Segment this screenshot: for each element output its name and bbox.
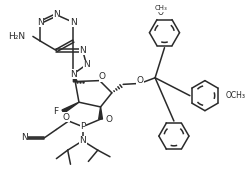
Text: N: N <box>70 70 77 79</box>
Polygon shape <box>62 102 79 113</box>
Text: H₂N: H₂N <box>8 32 25 41</box>
Text: N: N <box>83 60 90 69</box>
Text: N: N <box>37 18 44 27</box>
Text: N: N <box>79 136 86 145</box>
Text: O: O <box>158 8 164 17</box>
Text: CH₃: CH₃ <box>154 5 167 11</box>
Text: O: O <box>105 115 112 124</box>
Text: N: N <box>70 18 77 27</box>
Text: N: N <box>21 134 28 142</box>
Text: O: O <box>62 113 69 122</box>
Text: P: P <box>80 122 85 131</box>
Polygon shape <box>99 107 102 119</box>
Text: OCH₃: OCH₃ <box>226 91 246 100</box>
Polygon shape <box>73 74 77 82</box>
Text: O: O <box>137 76 144 85</box>
Text: F: F <box>53 107 58 116</box>
Text: N: N <box>53 10 60 19</box>
Text: N: N <box>79 46 86 55</box>
Text: O: O <box>99 72 106 81</box>
